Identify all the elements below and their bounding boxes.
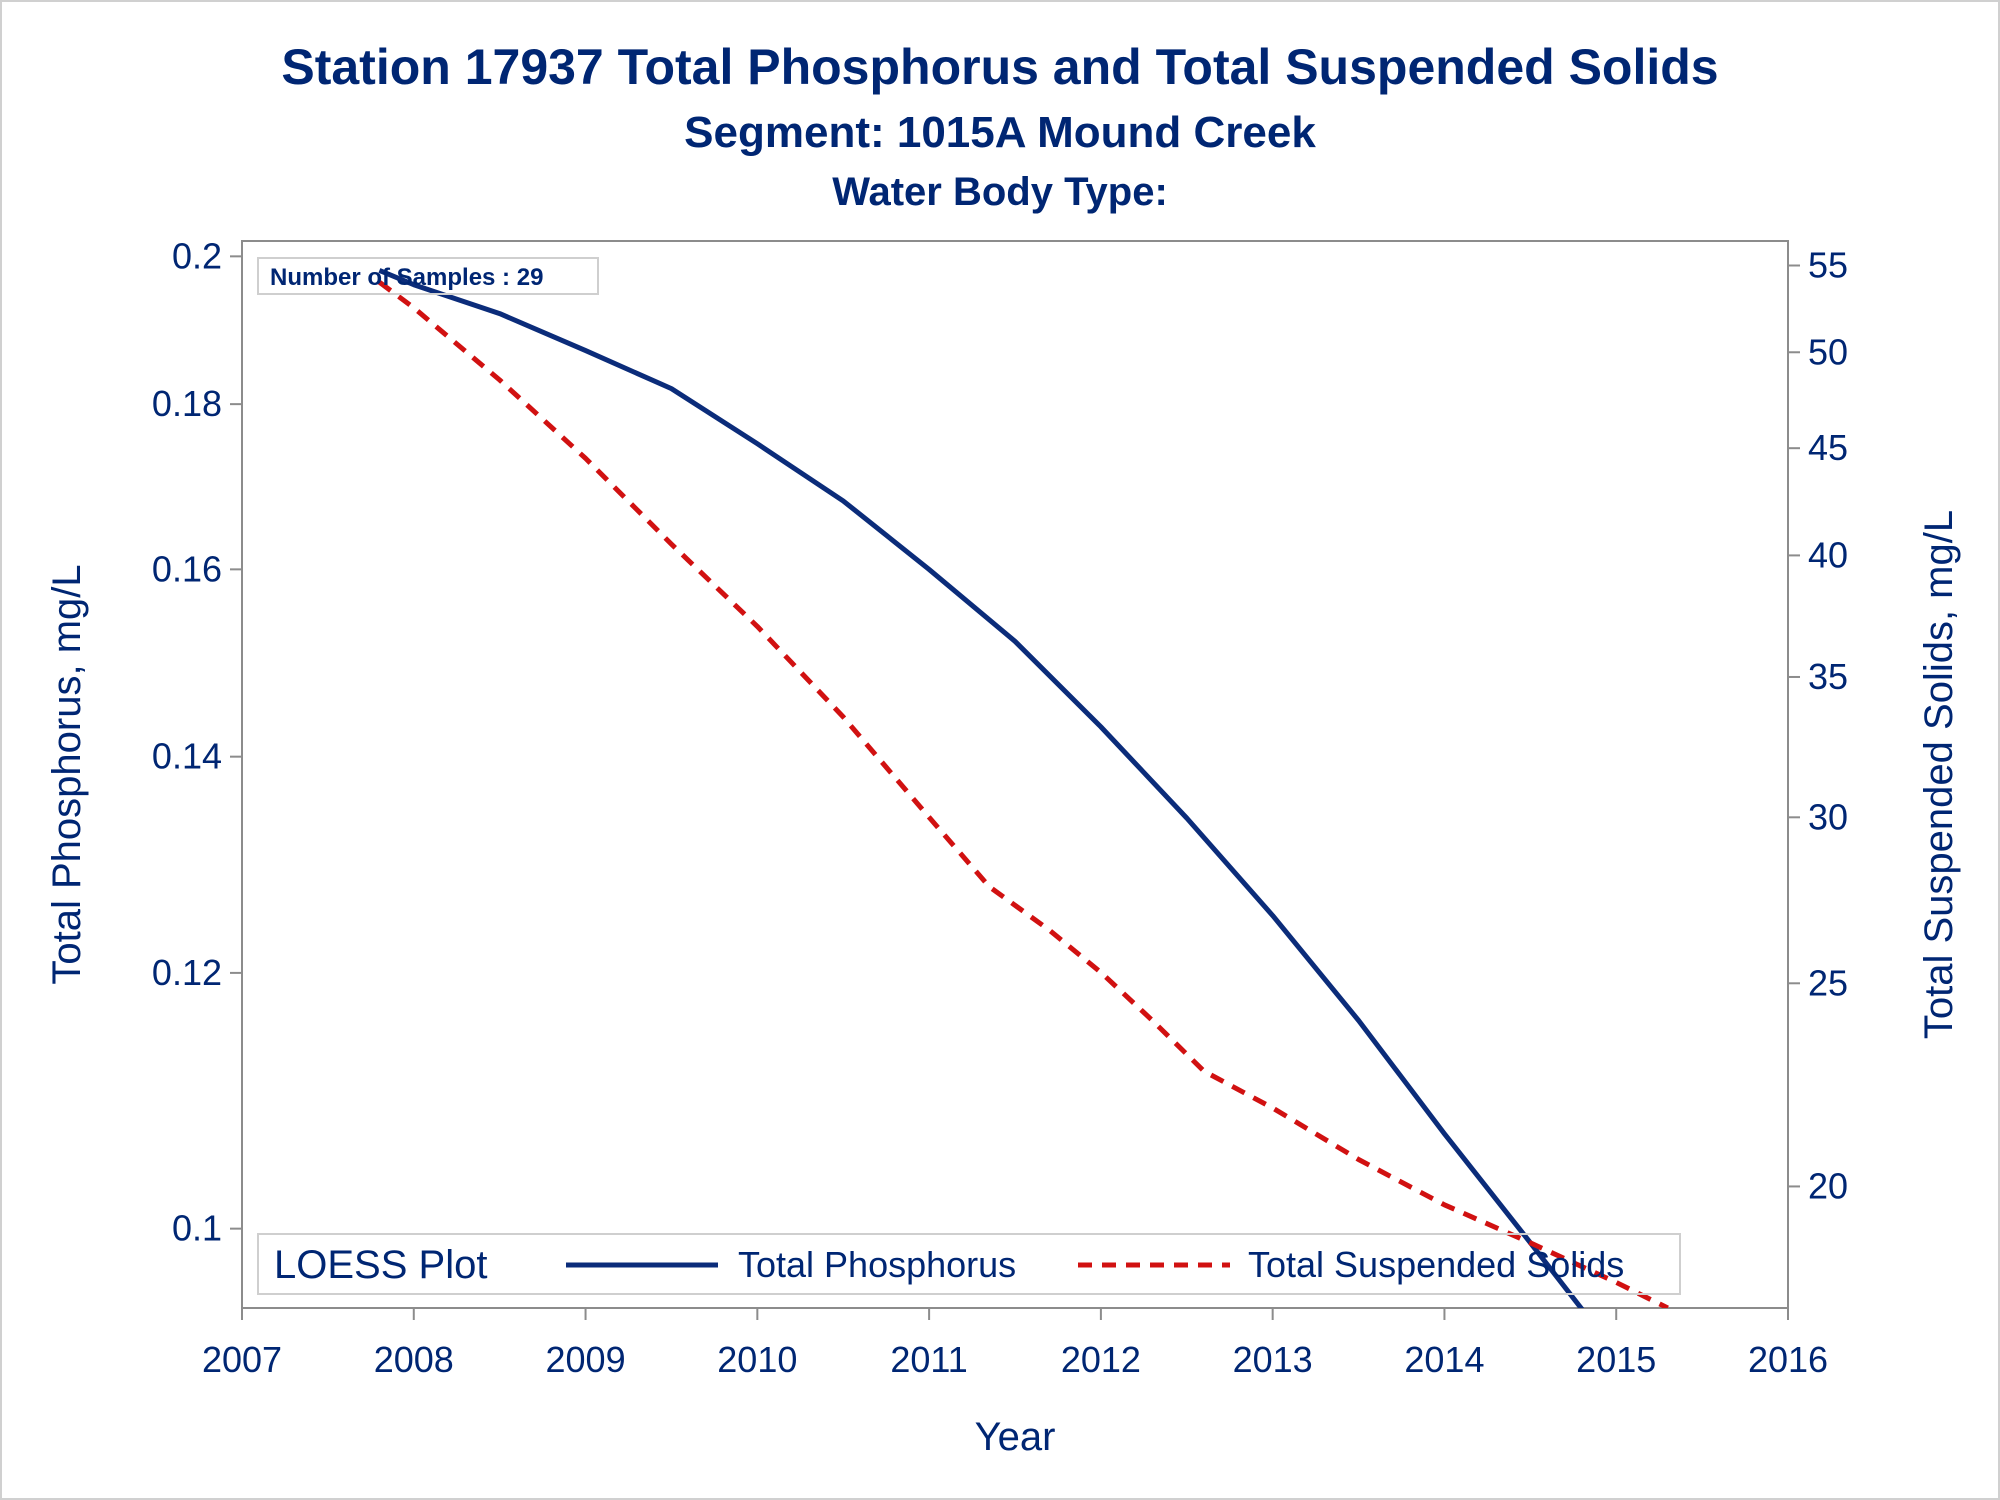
chart-title: Station 17937 Total Phosphorus and Total…: [281, 39, 1719, 95]
x-tick-label: 2008: [374, 1339, 454, 1380]
y-axis-label: Total Phosphorus, mg/L: [45, 564, 89, 984]
y2-tick-label: 40: [1808, 534, 1848, 575]
y2-tick-label: 35: [1808, 656, 1848, 697]
y-tick-label: 0.16: [152, 548, 222, 589]
x-tick-label: 2009: [546, 1339, 626, 1380]
series-line-total-suspended-solids: [377, 280, 1669, 1308]
y-tick-label: 0.12: [152, 952, 222, 993]
legend-label-total-phosphorus: Total Phosphorus: [738, 1244, 1016, 1285]
legend-title: LOESS Plot: [274, 1243, 487, 1287]
y-tick-label: 0.18: [152, 383, 222, 424]
plot-area: [241, 240, 1789, 1309]
y2-tick-label: 20: [1808, 1165, 1848, 1206]
y2-tick-label: 55: [1808, 244, 1848, 285]
x-tick-label: 2012: [1061, 1339, 1141, 1380]
annotation-sample-count: Number of Samples : 29: [270, 264, 543, 291]
x-tick-label: 2015: [1576, 1339, 1656, 1380]
legend-label-total-suspended-solids: Total Suspended Solids: [1248, 1244, 1624, 1285]
annotation-box: [257, 257, 599, 295]
series-line-total-phosphorus: [378, 268, 1585, 1308]
chart-subtitle-2: Water Body Type:: [832, 170, 1168, 214]
x-tick-label: 2014: [1404, 1339, 1484, 1380]
x-tick-label: 2016: [1748, 1339, 1828, 1380]
y2-tick-label: 50: [1808, 331, 1848, 372]
chart-subtitle: Segment: 1015A Mound Creek: [684, 108, 1316, 157]
x-tick-label: 2010: [717, 1339, 797, 1380]
y2-axis-label: Total Suspended Solids, mg/L: [1917, 510, 1961, 1039]
x-tick-label: 2007: [202, 1339, 282, 1380]
y-tick-label: 0.2: [172, 235, 222, 276]
legend-box: [257, 1233, 1681, 1295]
y-tick-label: 0.14: [152, 736, 222, 777]
y2-tick-label: 25: [1808, 962, 1848, 1003]
x-tick-label: 2011: [890, 1339, 967, 1380]
y2-tick-label: 30: [1808, 796, 1848, 837]
y2-tick-label: 45: [1808, 427, 1848, 468]
x-tick-label: 2013: [1233, 1339, 1313, 1380]
x-axis-label: Year: [975, 1415, 1056, 1459]
y-tick-label: 0.1: [172, 1208, 222, 1249]
